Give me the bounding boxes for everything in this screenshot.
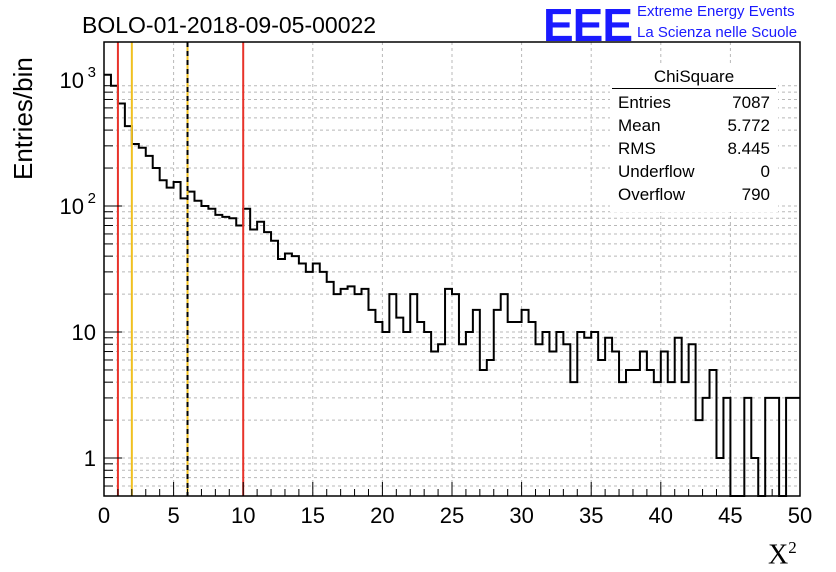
stats-label: Entries bbox=[618, 93, 671, 112]
stats-value: 7087 bbox=[732, 93, 770, 112]
eee-logo: EEE bbox=[543, 0, 633, 51]
stats-row-mean: Mean 5.772 bbox=[610, 114, 778, 137]
x-tick-label: 20 bbox=[370, 503, 394, 528]
stats-value: 790 bbox=[741, 185, 770, 204]
stats-separator bbox=[612, 88, 776, 89]
stats-label: RMS bbox=[618, 139, 656, 158]
grid-layer bbox=[104, 42, 800, 496]
x-tick-label: 5 bbox=[167, 503, 179, 528]
y-tick-label: 10 bbox=[72, 320, 96, 345]
stats-row-overflow: Overflow 790 bbox=[610, 183, 778, 206]
stats-row-rms: RMS 8.445 bbox=[610, 137, 778, 160]
y-axis-label: Entries/bin bbox=[8, 57, 38, 180]
chart-title: BOLO-01-2018-09-05-00022 bbox=[82, 12, 377, 38]
y-tick-label: 1 bbox=[84, 446, 96, 471]
stats-label: Overflow bbox=[618, 185, 686, 204]
stats-row-entries: Entries 7087 bbox=[610, 91, 778, 114]
stats-title: ChiSquare bbox=[653, 67, 735, 86]
histogram-steps bbox=[104, 73, 800, 497]
x-tick-label: 10 bbox=[231, 503, 255, 528]
x-tick-label: 30 bbox=[509, 503, 533, 528]
stats-value: 5.772 bbox=[727, 116, 770, 135]
x-tick-label: 25 bbox=[440, 503, 464, 528]
x-tick-label: 35 bbox=[579, 503, 603, 528]
x-tick-label: 45 bbox=[718, 503, 742, 528]
x-axis-label: X2 bbox=[768, 538, 797, 571]
stats-value: 0 bbox=[760, 162, 770, 181]
stats-label: Mean bbox=[618, 116, 661, 135]
y-tick-exponent: 3 bbox=[88, 64, 96, 81]
stats-row-underflow: Underflow 0 bbox=[610, 160, 778, 183]
x-axis-label-base: X bbox=[768, 539, 789, 571]
stats-label: Underflow bbox=[618, 162, 695, 181]
x-tick-label: 40 bbox=[649, 503, 673, 528]
axis-layer bbox=[103, 41, 801, 497]
x-tick-label: 15 bbox=[301, 503, 325, 528]
y-tick-exponent: 2 bbox=[88, 190, 96, 207]
x-tick-label: 0 bbox=[98, 503, 110, 528]
histogram-layer bbox=[104, 73, 800, 497]
x-tick-label: 50 bbox=[788, 503, 812, 528]
x-axis-label-superscript: 2 bbox=[788, 538, 797, 557]
logo-line-2: La Scienza nelle Scuole bbox=[637, 24, 798, 41]
logo-line-1: Extreme Energy Events bbox=[637, 3, 795, 20]
stats-box: ChiSquare Entries 7087 Mean 5.772 RMS 8.445… bbox=[610, 64, 778, 212]
y-tick-label: 10 bbox=[60, 194, 84, 219]
y-tick-label: 10 bbox=[60, 68, 84, 93]
vertical-lines-layer bbox=[116, 42, 245, 496]
stats-value: 8.445 bbox=[727, 139, 770, 158]
